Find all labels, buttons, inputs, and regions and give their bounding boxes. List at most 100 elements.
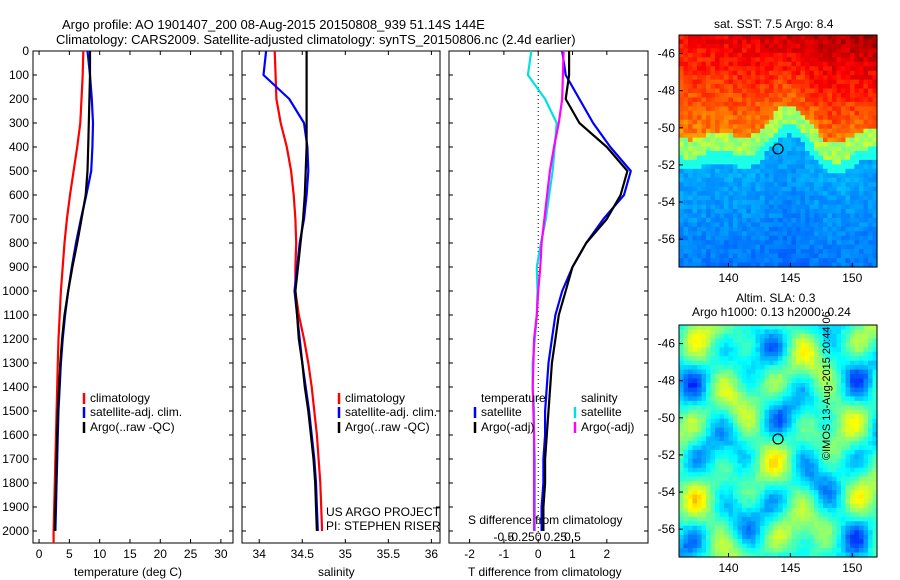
map-cell bbox=[773, 445, 779, 451]
map-cell bbox=[841, 351, 847, 357]
map-cell bbox=[854, 333, 860, 339]
map-cell bbox=[755, 119, 761, 125]
map-cell bbox=[746, 458, 752, 464]
map-cell bbox=[751, 57, 757, 63]
map-cell bbox=[760, 423, 766, 429]
map-cell bbox=[719, 101, 725, 107]
map-cell bbox=[845, 391, 851, 397]
map-cell bbox=[728, 155, 734, 161]
map-cell bbox=[755, 396, 761, 402]
map-cell bbox=[832, 204, 838, 210]
map-cell bbox=[724, 79, 730, 85]
map-cell bbox=[706, 539, 712, 545]
map-cell bbox=[832, 436, 838, 442]
map-cell bbox=[701, 240, 707, 246]
map-cell bbox=[710, 191, 716, 197]
map-cell bbox=[769, 70, 775, 76]
map-cell bbox=[715, 405, 721, 411]
map-cell bbox=[773, 333, 779, 339]
map-cell bbox=[733, 485, 739, 491]
map-cell bbox=[719, 449, 725, 455]
map-cell bbox=[697, 52, 703, 58]
map-cell bbox=[854, 168, 860, 174]
map-cell bbox=[764, 39, 770, 45]
map-cell bbox=[818, 244, 824, 250]
map-cell bbox=[859, 374, 865, 380]
map-cell bbox=[778, 133, 784, 139]
map-cell bbox=[746, 383, 752, 389]
map-cell bbox=[706, 360, 712, 366]
map-cell bbox=[733, 449, 739, 455]
map-cell bbox=[872, 235, 878, 241]
map-cell bbox=[805, 360, 811, 366]
header-title-line1: Argo profile: AO 1901407_200 08-Aug-2015… bbox=[62, 17, 485, 32]
map-cell bbox=[733, 195, 739, 201]
map-cell bbox=[845, 378, 851, 384]
map-cell bbox=[800, 200, 806, 206]
map-cell bbox=[805, 418, 811, 424]
map-cell bbox=[706, 155, 712, 161]
map-cell bbox=[733, 383, 739, 389]
map-cell bbox=[805, 195, 811, 201]
map-cell bbox=[796, 338, 802, 344]
map-cell bbox=[778, 414, 784, 420]
map-cell bbox=[701, 115, 707, 121]
map-cell bbox=[760, 476, 766, 482]
map-cell bbox=[764, 449, 770, 455]
map-cell bbox=[764, 481, 770, 487]
map-cell bbox=[787, 454, 793, 460]
map-cell bbox=[773, 226, 779, 232]
map-sla_map bbox=[679, 325, 878, 558]
map-cell bbox=[782, 204, 788, 210]
map-cell bbox=[818, 209, 824, 215]
map-cell bbox=[769, 481, 775, 487]
map-cell bbox=[845, 383, 851, 389]
map-cell bbox=[836, 467, 842, 473]
map-cell bbox=[863, 128, 869, 134]
map-cell bbox=[760, 409, 766, 415]
map-cell bbox=[742, 507, 748, 513]
map-cell bbox=[809, 499, 815, 505]
map-cell bbox=[782, 445, 788, 451]
map-cell bbox=[823, 423, 829, 429]
map-cell bbox=[733, 365, 739, 371]
map-cell bbox=[823, 146, 829, 152]
map-cell bbox=[715, 177, 721, 183]
map-cell bbox=[782, 128, 788, 134]
map-cell bbox=[746, 485, 752, 491]
map-cell bbox=[746, 338, 752, 344]
map-cell bbox=[787, 258, 793, 264]
map-cell bbox=[787, 101, 793, 107]
map-cell bbox=[692, 226, 698, 232]
map-cell bbox=[841, 79, 847, 85]
map-cell bbox=[809, 57, 815, 63]
map-cell bbox=[728, 75, 734, 81]
map-cell bbox=[796, 168, 802, 174]
map-cell bbox=[755, 369, 761, 375]
map-cell bbox=[845, 503, 851, 509]
map-cell bbox=[715, 39, 721, 45]
xtick-label-temperature: 10 bbox=[93, 547, 107, 561]
map-cell bbox=[742, 57, 748, 63]
map-cell bbox=[805, 365, 811, 371]
map-cell bbox=[679, 436, 685, 442]
map-cell bbox=[832, 494, 838, 500]
map-cell bbox=[805, 338, 811, 344]
map-cell bbox=[845, 552, 851, 558]
map-frame-sla_map bbox=[678, 324, 878, 558]
map-cell bbox=[796, 400, 802, 406]
map-cell bbox=[778, 101, 784, 107]
map-cell bbox=[823, 204, 829, 210]
map-cell bbox=[751, 39, 757, 45]
map-cell bbox=[751, 481, 757, 487]
map-cell bbox=[872, 490, 878, 496]
map-cell bbox=[760, 530, 766, 536]
map-cell bbox=[719, 423, 725, 429]
map-cell bbox=[746, 39, 752, 45]
map-cell bbox=[715, 543, 721, 549]
map-cell bbox=[841, 115, 847, 121]
map-cell bbox=[832, 258, 838, 264]
map-cell bbox=[710, 534, 716, 540]
map-cell bbox=[845, 249, 851, 255]
map-cell bbox=[719, 400, 725, 406]
